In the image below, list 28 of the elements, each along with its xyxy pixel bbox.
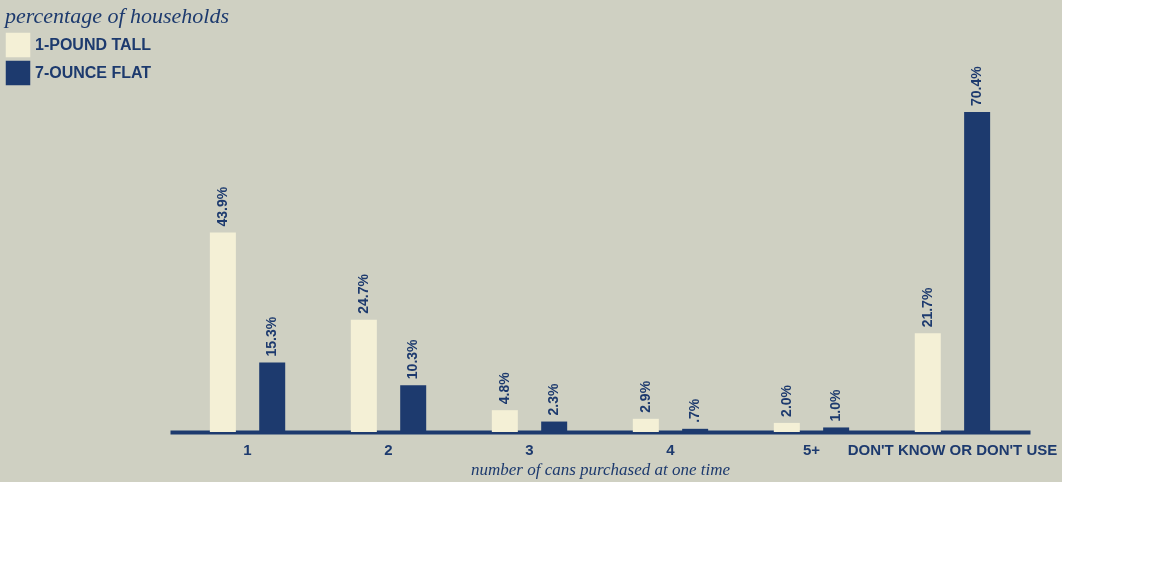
bar — [632, 418, 659, 432]
data-label: 24.7% — [354, 273, 371, 314]
data-label: 1.0% — [827, 388, 844, 422]
chart-title: percentage of households — [3, 3, 230, 28]
bar — [914, 333, 941, 432]
bar — [350, 319, 377, 432]
x-tick-label: 1 — [243, 440, 252, 458]
data-label: 2.3% — [545, 383, 562, 416]
data-label: .7% — [686, 398, 703, 423]
legend-label: 1-POUND TALL — [35, 36, 152, 53]
x-tick-label: 2 — [384, 440, 393, 458]
legend-label: 7-OUNCE FLAT — [35, 64, 152, 81]
data-label: 10.3% — [404, 338, 421, 380]
data-label: 15.3% — [263, 316, 280, 357]
bar — [209, 232, 236, 432]
data-label: 70.4% — [968, 65, 985, 106]
data-label: 43.9% — [213, 186, 230, 227]
data-label: 21.7% — [918, 287, 935, 328]
x-tick-label: DON'T KNOW OR DON'T USE — [847, 440, 1058, 458]
x-tick-label: 4 — [666, 440, 676, 458]
x-tick-label: 5+ — [802, 440, 821, 458]
bar — [773, 422, 800, 432]
data-label: 2.0% — [777, 384, 794, 417]
x-axis-title: number of cans purchased at one time — [470, 459, 731, 479]
x-tick-label: 3 — [525, 440, 534, 458]
bar — [491, 410, 518, 432]
data-label: 4.8% — [495, 371, 512, 405]
data-label: 2.9% — [636, 380, 653, 413]
